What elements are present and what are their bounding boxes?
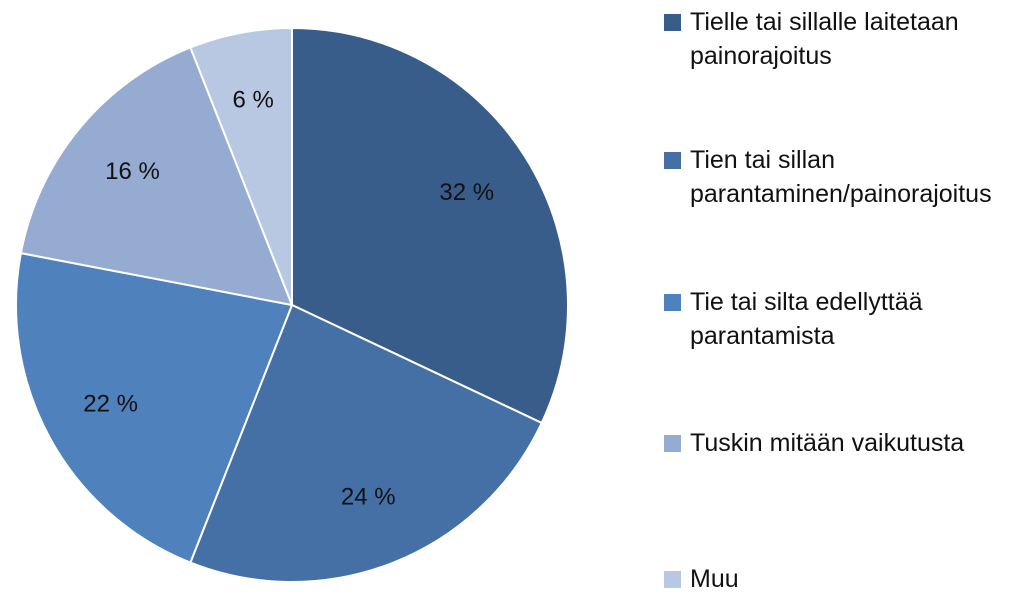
legend-swatch — [664, 571, 681, 588]
legend-item: Tien tai sillan parantaminen/painorajoit… — [664, 143, 1014, 211]
legend-item: Tuskin mitään vaikutusta — [664, 426, 1014, 460]
pie-slice — [15, 251, 294, 564]
legend-swatch — [664, 14, 681, 31]
pie-slice — [291, 26, 569, 425]
legend-item: Muu — [664, 562, 1014, 596]
chart: 32 % 24 % 22 % 16 % 6 % — [15, 26, 569, 583]
data-label: 22 % — [83, 390, 138, 417]
legend-item: Tie tai silta edellyttää parantamista — [664, 285, 1014, 353]
legend-item: Tielle tai sillalle laitetaan painorajoi… — [664, 5, 1014, 73]
legend-label: Tielle tai sillalle laitetaan painorajoi… — [690, 8, 959, 70]
legend-swatch — [664, 435, 681, 452]
legend-label: Muu — [690, 565, 739, 593]
legend-swatch — [664, 294, 681, 311]
data-label: 24 % — [341, 484, 396, 511]
legend-label: Tien tai sillan parantaminen/painorajoit… — [690, 146, 992, 208]
legend-label: Tie tai silta edellyttää parantamista — [690, 288, 923, 350]
pie-slice — [19, 46, 294, 307]
data-label: 16 % — [105, 158, 160, 185]
pie-slice — [189, 303, 544, 583]
data-label: 32 % — [439, 179, 494, 206]
data-label: 6 % — [233, 86, 274, 113]
legend-label: Tuskin mitään vaikutusta — [690, 429, 965, 457]
legend-swatch — [664, 152, 681, 169]
pie-slice — [189, 26, 293, 306]
